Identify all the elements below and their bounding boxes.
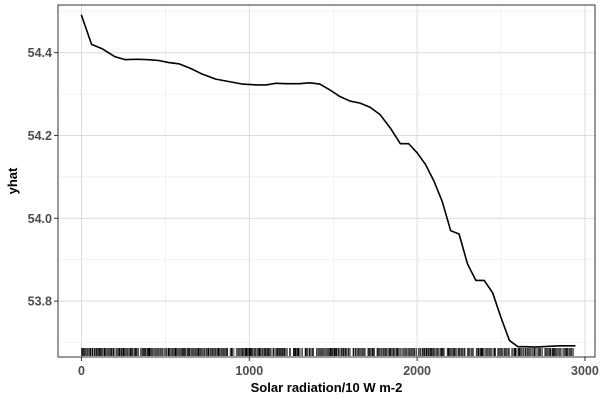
- chart-gridlines: [58, 5, 595, 357]
- x-tick-label: 0: [78, 364, 85, 378]
- x-tick-label: 3000: [571, 364, 599, 378]
- y-axis-title: yhat: [5, 167, 20, 194]
- x-axis-title: Solar radiation/10 W m-2: [251, 380, 403, 395]
- y-tick-label: 54.2: [28, 129, 52, 143]
- y-tick-label: 54.4: [28, 46, 52, 60]
- x-tick-label: 1000: [235, 364, 263, 378]
- y-axis: 53.8 54.0 54.2 54.4: [28, 46, 58, 309]
- series-layer: [80, 14, 576, 348]
- y-tick-label: 53.8: [28, 295, 52, 309]
- x-axis: 0 1000 2000 3000: [78, 357, 599, 378]
- y-tick-label: 54.0: [28, 212, 52, 226]
- panel-border: [57, 4, 596, 358]
- series-line: [80, 14, 576, 348]
- rug-marks: [81, 348, 574, 356]
- x-tick-label: 2000: [403, 364, 431, 378]
